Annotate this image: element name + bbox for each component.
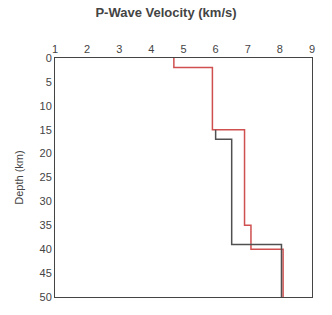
svg-text:P-Wave Velocity (km/s): P-Wave Velocity (km/s): [95, 5, 236, 20]
svg-text:5: 5: [46, 76, 52, 88]
svg-text:Depth (km): Depth (km): [13, 150, 25, 204]
svg-text:30: 30: [40, 195, 52, 207]
svg-text:7: 7: [245, 43, 251, 55]
svg-text:40: 40: [40, 243, 52, 255]
svg-text:9: 9: [309, 43, 315, 55]
svg-text:5: 5: [180, 43, 186, 55]
svg-text:1: 1: [52, 43, 58, 55]
svg-text:4: 4: [148, 43, 154, 55]
svg-text:45: 45: [40, 267, 52, 279]
svg-text:0: 0: [46, 52, 52, 64]
svg-text:3: 3: [116, 43, 122, 55]
svg-text:8: 8: [277, 43, 283, 55]
svg-text:6: 6: [213, 43, 219, 55]
svg-text:2: 2: [84, 43, 90, 55]
svg-text:50: 50: [40, 291, 52, 303]
svg-text:35: 35: [40, 219, 52, 231]
svg-text:20: 20: [40, 147, 52, 159]
svg-text:10: 10: [40, 100, 52, 112]
svg-text:15: 15: [40, 124, 52, 136]
svg-text:25: 25: [40, 171, 52, 183]
